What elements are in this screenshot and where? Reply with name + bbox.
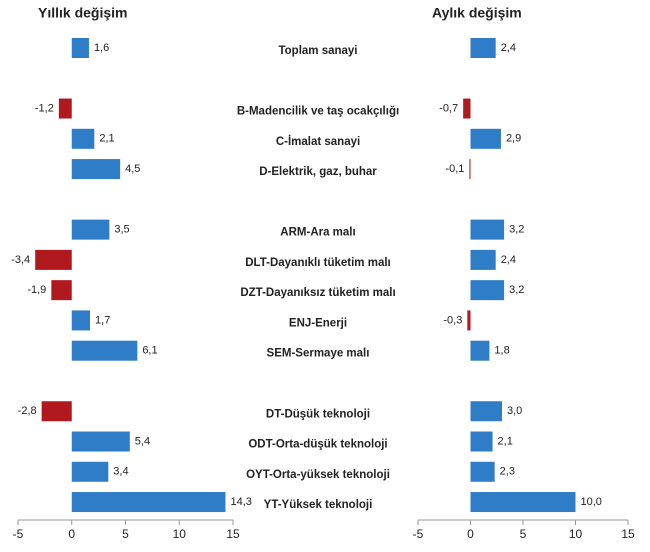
x-tick-label: 15 (226, 527, 240, 541)
bar (71, 38, 89, 58)
category-label: DZT-Dayanıksız tüketim malı (240, 287, 395, 299)
bar (470, 340, 490, 361)
bar (71, 492, 226, 513)
x-tick-label: 10 (569, 527, 583, 541)
value-label: 4,5 (125, 163, 140, 175)
value-label: -0,1 (445, 163, 464, 175)
category-label: SEM-Sermaye malı (267, 348, 370, 360)
value-label: 10,0 (581, 496, 602, 508)
bar (41, 401, 72, 422)
value-label: 3,2 (509, 284, 524, 296)
x-tick-label: 5 (122, 527, 129, 541)
value-label: -0,3 (443, 314, 462, 326)
bar (58, 98, 72, 119)
bar (71, 310, 91, 331)
x-tick-label: -5 (413, 527, 424, 541)
bar (470, 38, 496, 58)
category-label: B-Madencilik ve taş ocakçılığı (237, 106, 399, 118)
x-tick-label: 5 (520, 527, 527, 541)
bar (51, 280, 72, 301)
value-label: 3,5 (114, 224, 129, 236)
panel-title: Aylık değişim (432, 5, 522, 21)
value-label: 2,4 (501, 254, 516, 266)
bar (470, 401, 502, 422)
x-tick-label: 15 (621, 527, 635, 541)
value-label: 2,3 (500, 466, 515, 478)
bar (71, 219, 110, 240)
value-label: 3,4 (113, 466, 128, 478)
category-label: ARM-Ara malı (280, 227, 355, 239)
category-label: D-Elektrik, gaz, buhar (259, 166, 377, 178)
x-tick-label: 0 (467, 527, 474, 541)
bar (470, 461, 495, 482)
bar (470, 492, 576, 513)
x-tick-label: -5 (13, 527, 24, 541)
category-label: ODT-Orta-düşük teknoloji (248, 439, 387, 451)
bar (35, 249, 72, 270)
value-label: 1,6 (94, 42, 109, 54)
value-label: -2,8 (18, 405, 37, 417)
category-label: DT-Düşük teknoloji (266, 408, 370, 420)
value-label: 2,1 (498, 435, 513, 447)
bar (463, 98, 471, 119)
value-label: -1,2 (35, 102, 54, 114)
value-label: 5,4 (135, 435, 150, 447)
category-label: C-İmalat sanayi (276, 135, 360, 148)
value-label: 1,8 (494, 345, 509, 357)
value-label: 2,9 (506, 133, 521, 145)
bar (470, 431, 493, 452)
category-label: ENJ-Enerji (289, 317, 347, 329)
bar (470, 280, 505, 301)
bar (71, 128, 95, 149)
value-label: 6,1 (142, 345, 157, 357)
bar (71, 461, 109, 482)
category-label: Toplam sanayi (278, 45, 357, 57)
x-tick-label: 10 (173, 527, 187, 541)
category-label: OYT-Orta-yüksek teknoloji (246, 469, 390, 481)
category-label: DLT-Dayanıklı tüketim malı (245, 257, 391, 269)
value-label: -3,4 (11, 254, 30, 266)
value-label: 2,1 (99, 133, 114, 145)
x-tick-label: 0 (68, 527, 75, 541)
value-label: 1,7 (95, 314, 110, 326)
value-label: 2,4 (501, 42, 516, 54)
value-label: -0,7 (439, 102, 458, 114)
value-label: 3,0 (507, 405, 522, 417)
value-label: 3,2 (509, 224, 524, 236)
panel-title: Yıllık değişim (38, 5, 127, 21)
bar (469, 159, 471, 180)
bar (467, 310, 471, 331)
bar (470, 219, 505, 240)
value-label: 14,3 (230, 496, 251, 508)
bar (470, 249, 496, 270)
bar (71, 431, 130, 452)
category-label: YT-Yüksek teknoloji (264, 499, 373, 511)
value-label: -1,9 (27, 284, 46, 296)
bar (71, 159, 121, 180)
bar (71, 340, 138, 361)
bar (470, 128, 501, 149)
